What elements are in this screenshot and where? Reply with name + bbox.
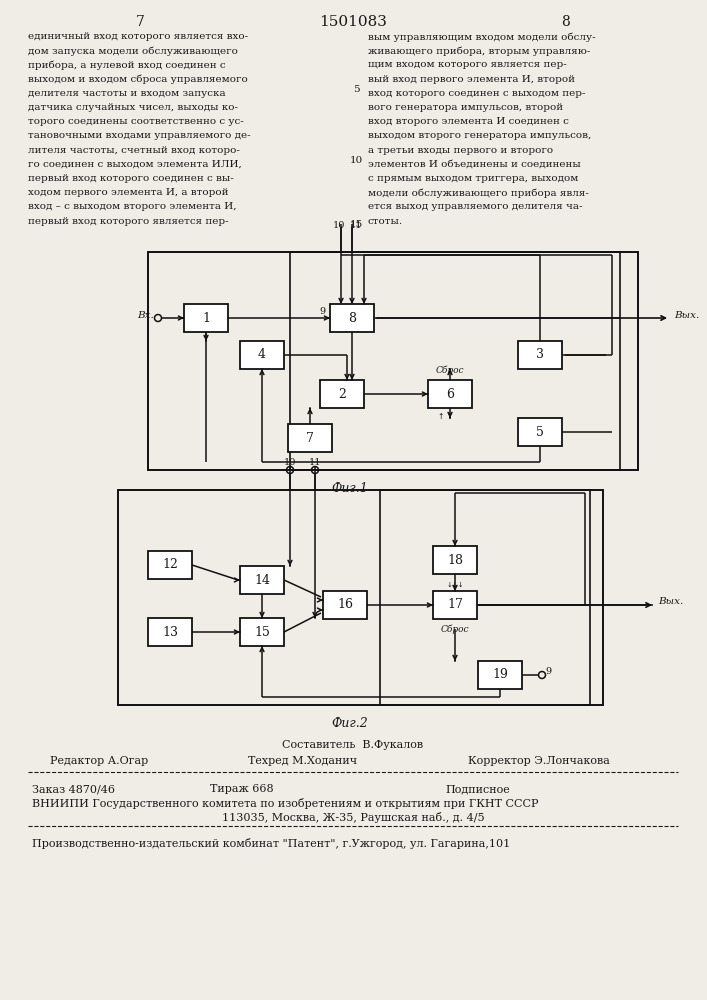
Text: 7: 7 <box>306 432 314 444</box>
Text: датчика случайных чисел, выходы ко-: датчика случайных чисел, выходы ко- <box>28 103 238 112</box>
Text: 10: 10 <box>284 458 296 467</box>
Text: 10: 10 <box>332 221 345 230</box>
Text: 19: 19 <box>492 668 508 682</box>
Text: вход второго элемента И соединен с: вход второго элемента И соединен с <box>368 117 569 126</box>
Bar <box>428 380 472 408</box>
Text: элементов И объединены и соединены: элементов И объединены и соединены <box>368 160 580 169</box>
Text: вход которого соединен с выходом пер-: вход которого соединен с выходом пер- <box>368 89 585 98</box>
Text: 15: 15 <box>349 220 363 229</box>
Text: 17: 17 <box>447 598 463 611</box>
Text: живающего прибора, вторым управляю-: живающего прибора, вторым управляю- <box>368 46 590 56</box>
Text: 11: 11 <box>309 458 321 467</box>
Text: вый вход первого элемента И, второй: вый вход первого элемента И, второй <box>368 75 575 84</box>
Text: единичный вход которого является вхо-: единичный вход которого является вхо- <box>28 32 248 41</box>
Text: 1501083: 1501083 <box>319 15 387 29</box>
Text: 113035, Москва, Ж-35, Раушская наб., д. 4/5: 113035, Москва, Ж-35, Раушская наб., д. … <box>222 812 484 823</box>
Text: Сброс: Сброс <box>440 624 469 634</box>
Text: 1: 1 <box>202 312 210 324</box>
Bar <box>184 304 228 332</box>
Text: 6: 6 <box>446 387 454 400</box>
Bar <box>288 424 332 452</box>
Text: 8: 8 <box>348 312 356 324</box>
Text: 9: 9 <box>545 668 551 676</box>
Bar <box>240 566 284 594</box>
Bar <box>330 304 374 332</box>
Bar <box>320 380 364 408</box>
Bar <box>323 591 367 619</box>
Text: выходом второго генератора импульсов,: выходом второго генератора импульсов, <box>368 131 591 140</box>
Text: модели обслуживающего прибора явля-: модели обслуживающего прибора явля- <box>368 188 589 198</box>
Text: 3: 3 <box>536 349 544 361</box>
Text: первый вход которого соединен с вы-: первый вход которого соединен с вы- <box>28 174 234 183</box>
Bar <box>518 418 562 446</box>
Text: Вых.: Вых. <box>674 310 699 320</box>
Text: Производственно-издательский комбинат "Патент", г.Ужгород, ул. Гагарина,101: Производственно-издательский комбинат "П… <box>32 838 510 849</box>
Text: ↑ ↑: ↑ ↑ <box>438 412 454 421</box>
Text: Тираж 668: Тираж 668 <box>210 784 274 794</box>
Text: ется выход управляемого делителя ча-: ется выход управляемого делителя ча- <box>368 202 583 211</box>
Text: ходом первого элемента И, а второй: ходом первого элемента И, а второй <box>28 188 228 197</box>
Bar <box>240 341 284 369</box>
Bar <box>148 551 192 579</box>
Text: вым управляющим входом модели обслу-: вым управляющим входом модели обслу- <box>368 32 595 41</box>
Text: ВНИИПИ Государственного комитета по изобретениям и открытиям при ГКНТ СССР: ВНИИПИ Государственного комитета по изоб… <box>32 798 539 809</box>
Bar <box>433 546 477 574</box>
Bar <box>148 252 638 470</box>
Text: 5: 5 <box>536 426 544 438</box>
Text: Редактор А.Огар: Редактор А.Огар <box>50 756 148 766</box>
Text: 9: 9 <box>319 307 325 316</box>
Text: Фиг.1: Фиг.1 <box>332 482 368 495</box>
Text: Составитель  В.Фукалов: Составитель В.Фукалов <box>282 740 423 750</box>
Text: прибора, а нулевой вход соединен с: прибора, а нулевой вход соединен с <box>28 60 226 70</box>
Text: Вых.: Вых. <box>658 597 683 606</box>
Text: Подписное: Подписное <box>445 784 510 794</box>
Text: Фиг.2: Фиг.2 <box>332 717 368 730</box>
Text: 5: 5 <box>353 85 359 94</box>
Text: стоты.: стоты. <box>368 217 403 226</box>
Text: выходом и входом сброса управляемого: выходом и входом сброса управляемого <box>28 75 247 84</box>
Text: 7: 7 <box>136 15 144 29</box>
Text: Техред М.Ходанич: Техред М.Ходанич <box>248 756 357 766</box>
Bar <box>148 618 192 646</box>
Text: первый вход которого является пер-: первый вход которого является пер- <box>28 217 228 226</box>
Bar <box>518 341 562 369</box>
Text: лителя частоты, счетный вход которо-: лителя частоты, счетный вход которо- <box>28 146 240 155</box>
Text: вход – с выходом второго элемента И,: вход – с выходом второго элемента И, <box>28 202 237 211</box>
Text: с прямым выходом триггера, выходом: с прямым выходом триггера, выходом <box>368 174 578 183</box>
Text: торого соединены соответственно с ус-: торого соединены соответственно с ус- <box>28 117 244 126</box>
Text: делителя частоты и входом запуска: делителя частоты и входом запуска <box>28 89 226 98</box>
Text: 12: 12 <box>162 558 178 572</box>
Text: 8: 8 <box>561 15 569 29</box>
Bar <box>478 661 522 689</box>
Text: 4: 4 <box>258 349 266 361</box>
Text: 15: 15 <box>254 626 270 639</box>
Text: тановочными входами управляемого де-: тановочными входами управляемого де- <box>28 131 250 140</box>
Text: вого генератора импульсов, второй: вого генератора импульсов, второй <box>368 103 563 112</box>
Bar <box>433 591 477 619</box>
Bar <box>380 490 590 705</box>
Text: 14: 14 <box>254 574 270 586</box>
Text: 11: 11 <box>350 221 363 230</box>
Text: а третьи входы первого и второго: а третьи входы первого и второго <box>368 146 553 155</box>
Bar <box>118 490 603 705</box>
Text: 13: 13 <box>162 626 178 639</box>
Text: 10: 10 <box>349 156 363 165</box>
Text: 16: 16 <box>337 598 353 611</box>
Text: 18: 18 <box>447 554 463 566</box>
Text: ↓↓↓: ↓↓↓ <box>446 582 464 588</box>
Bar <box>290 252 620 470</box>
Text: Сброс: Сброс <box>436 365 464 375</box>
Text: 2: 2 <box>338 387 346 400</box>
Text: щим входом которого является пер-: щим входом которого является пер- <box>368 60 567 69</box>
Text: Заказ 4870/46: Заказ 4870/46 <box>32 784 115 794</box>
Text: Корректор Э.Лончакова: Корректор Э.Лончакова <box>468 756 610 766</box>
Text: дом запуска модели обслуживающего: дом запуска модели обслуживающего <box>28 46 238 56</box>
Bar <box>240 618 284 646</box>
Text: Вх.: Вх. <box>137 310 154 320</box>
Text: го соединен с выходом элемента ИЛИ,: го соединен с выходом элемента ИЛИ, <box>28 160 242 169</box>
